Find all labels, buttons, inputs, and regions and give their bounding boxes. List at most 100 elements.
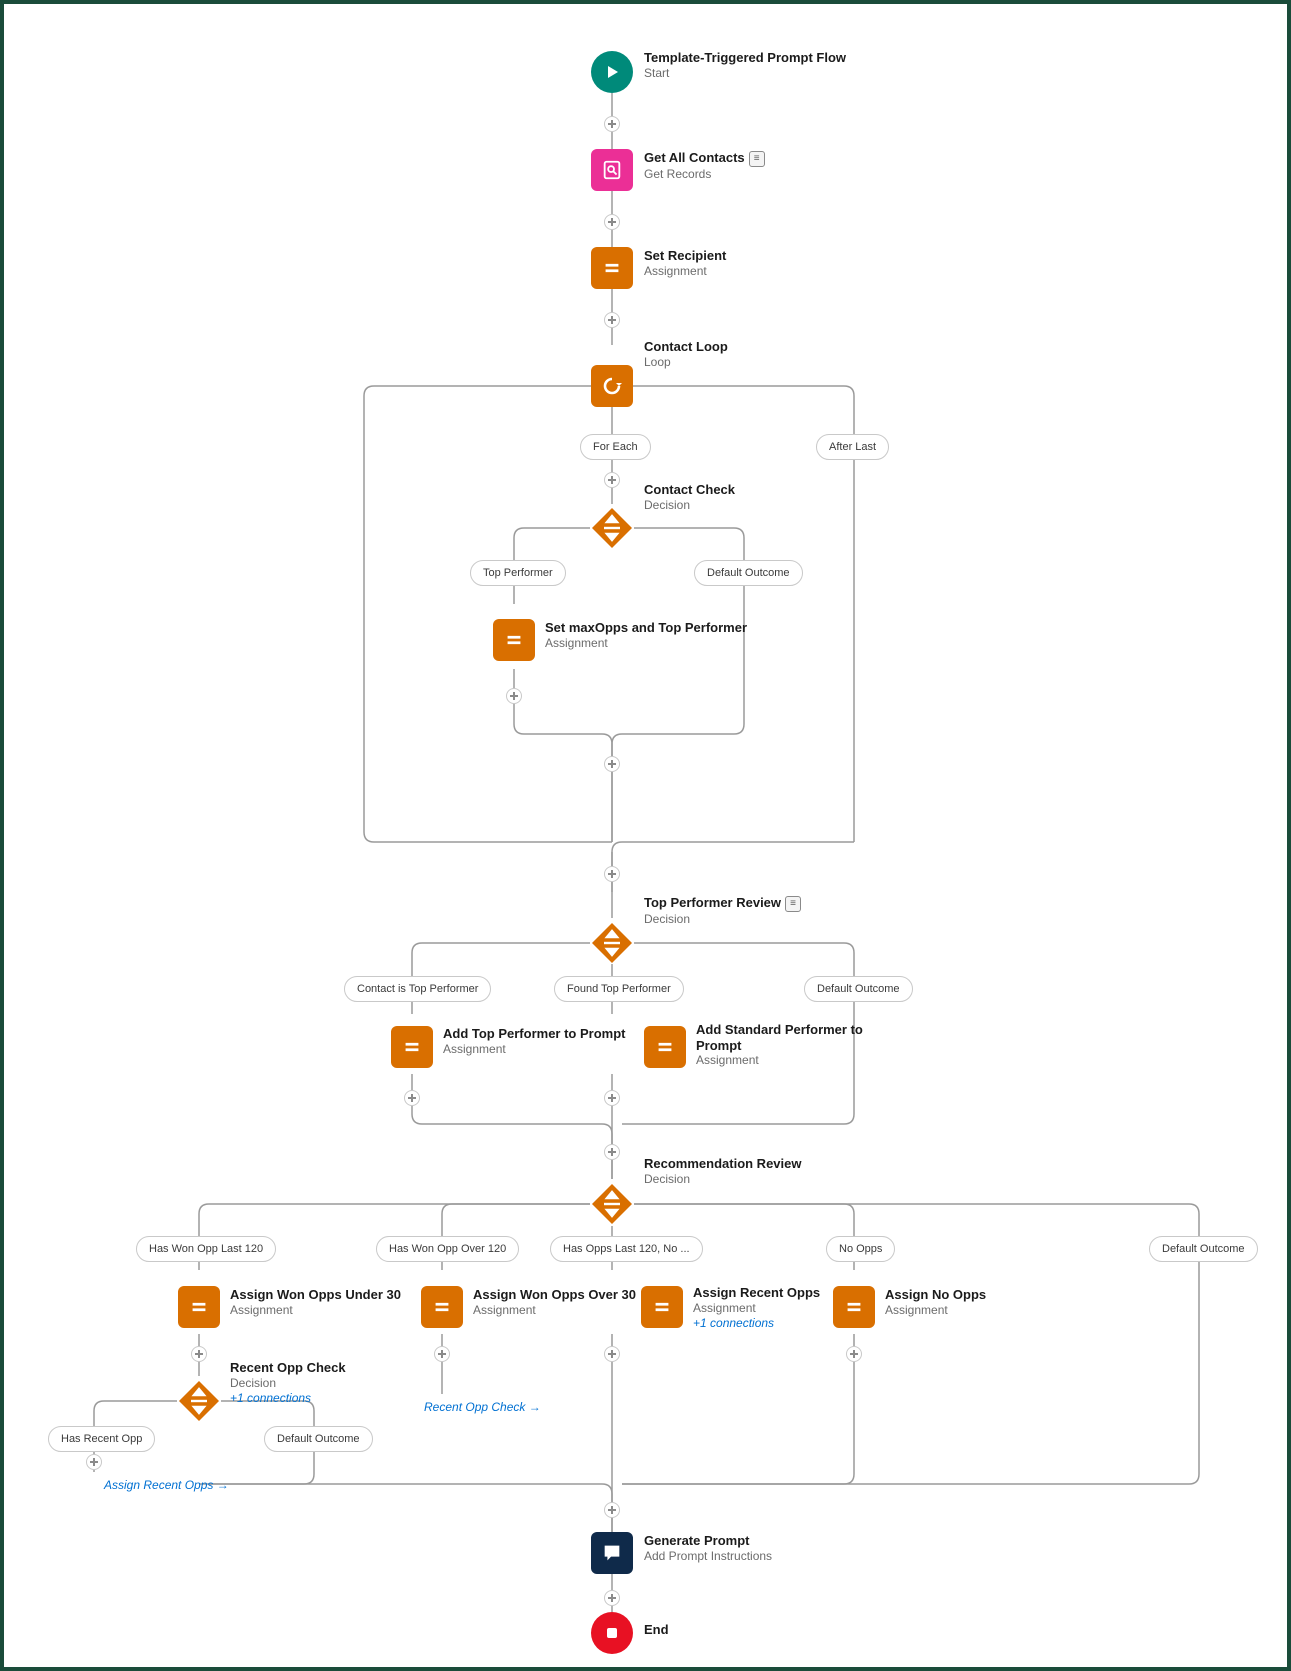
add-top-perf-label: Add Top Performer to Prompt Assignment — [443, 1026, 625, 1057]
add-element-plus[interactable] — [604, 1090, 620, 1106]
assign-no-opps-node[interactable] — [833, 1286, 875, 1328]
won-over-30-label: Assign Won Opps Over 30 Assignment — [473, 1287, 636, 1318]
get-contacts-node[interactable] — [591, 149, 633, 191]
for-each-pill: For Each — [580, 434, 651, 460]
contact-check-node[interactable] — [590, 506, 634, 555]
contact-loop-label: Contact Loop Loop — [644, 339, 728, 370]
add-element-plus[interactable] — [604, 116, 620, 132]
end-label: End — [644, 1622, 669, 1638]
add-element-plus[interactable] — [604, 1590, 620, 1606]
add-element-plus[interactable] — [604, 1502, 620, 1518]
node-title: Set Recipient — [644, 248, 726, 264]
node-title: Generate Prompt — [644, 1533, 772, 1549]
node-subtitle: Assignment — [230, 1303, 401, 1319]
set-maxopps-label: Set maxOpps and Top Performer Assignment — [545, 620, 747, 651]
start-label: Template-Triggered Prompt Flow Start — [644, 50, 846, 81]
no-opps-pill: No Opps — [826, 1236, 895, 1262]
generate-prompt-label: Generate Prompt Add Prompt Instructions — [644, 1533, 772, 1564]
get-contacts-label: Get All Contacts≡ Get Records — [644, 150, 765, 182]
start-node[interactable] — [591, 51, 633, 93]
add-element-plus[interactable] — [604, 312, 620, 328]
node-title: Contact Check — [644, 482, 735, 498]
top-perf-review-label: Top Performer Review≡ Decision — [644, 895, 801, 927]
add-std-perf-node[interactable] — [644, 1026, 686, 1068]
node-title: Assign Won Opps Over 30 — [473, 1287, 636, 1303]
node-subtitle: Assignment — [693, 1301, 820, 1317]
add-top-perf-node[interactable] — [391, 1026, 433, 1068]
collapse-badge-icon[interactable]: ≡ — [749, 151, 765, 167]
add-element-plus[interactable] — [404, 1090, 420, 1106]
node-title: Assign No Opps — [885, 1287, 986, 1303]
add-element-plus[interactable] — [604, 214, 620, 230]
node-subtitle: Assignment — [644, 264, 726, 280]
generate-prompt-node[interactable] — [591, 1532, 633, 1574]
top-perf-review-node[interactable] — [590, 921, 634, 970]
default-outcome-pill: Default Outcome — [804, 976, 913, 1002]
default-outcome-pill: Default Outcome — [264, 1426, 373, 1452]
node-extra: +1 connections — [230, 1391, 346, 1407]
node-subtitle: Assignment — [885, 1303, 986, 1319]
default-outcome-pill: Default Outcome — [1149, 1236, 1258, 1262]
node-title: Add Top Performer to Prompt — [443, 1026, 625, 1042]
node-subtitle: Add Prompt Instructions — [644, 1549, 772, 1565]
node-title: Template-Triggered Prompt Flow — [644, 50, 846, 66]
node-extra: +1 connections — [693, 1316, 820, 1332]
node-title: Get All Contacts≡ — [644, 150, 765, 167]
node-subtitle: Assignment — [473, 1303, 636, 1319]
has-opps-120-pill: Has Opps Last 120, No ... — [550, 1236, 703, 1262]
node-title: Contact Loop — [644, 339, 728, 355]
add-element-plus[interactable] — [191, 1346, 207, 1362]
found-top-pill: Found Top Performer — [554, 976, 684, 1002]
node-subtitle: Assignment — [545, 636, 747, 652]
add-element-plus[interactable] — [86, 1454, 102, 1470]
node-title: Recommendation Review — [644, 1156, 802, 1172]
node-subtitle: Decision — [644, 1172, 802, 1188]
goto-assign-recent-opps[interactable]: Assign Recent Opps → — [104, 1478, 229, 1492]
assign-recent-label: Assign Recent Opps Assignment +1 connect… — [693, 1285, 820, 1332]
node-title: Assign Recent Opps — [693, 1285, 820, 1301]
won-under-30-label: Assign Won Opps Under 30 Assignment — [230, 1287, 401, 1318]
flow-canvas: Template-Triggered Prompt Flow Start Get… — [0, 0, 1291, 1671]
add-element-plus[interactable] — [604, 756, 620, 772]
add-element-plus[interactable] — [604, 866, 620, 882]
node-title: Add Standard Performer to Prompt — [696, 1022, 866, 1053]
node-subtitle: Get Records — [644, 167, 765, 183]
has-won-over-120-pill: Has Won Opp Over 120 — [376, 1236, 519, 1262]
node-title: Recent Opp Check — [230, 1360, 346, 1376]
add-element-plus[interactable] — [604, 1346, 620, 1362]
add-element-plus[interactable] — [846, 1346, 862, 1362]
node-subtitle: Assignment — [696, 1053, 866, 1069]
rec-review-label: Recommendation Review Decision — [644, 1156, 802, 1187]
won-over-30-node[interactable] — [421, 1286, 463, 1328]
goto-recent-opp-check[interactable]: Recent Opp Check → — [424, 1400, 541, 1414]
node-title: Top Performer Review≡ — [644, 895, 801, 912]
node-title: Set maxOpps and Top Performer — [545, 620, 747, 636]
contact-loop-node[interactable] — [591, 365, 633, 407]
add-element-plus[interactable] — [604, 472, 620, 488]
node-subtitle: Decision — [644, 498, 735, 514]
recent-opp-check-node[interactable] — [177, 1379, 221, 1428]
node-subtitle: Decision — [230, 1376, 346, 1392]
default-outcome-pill: Default Outcome — [694, 560, 803, 586]
set-recipient-label: Set Recipient Assignment — [644, 248, 726, 279]
add-std-perf-label: Add Standard Performer to Prompt Assignm… — [696, 1022, 866, 1069]
add-element-plus[interactable] — [506, 688, 522, 704]
add-element-plus[interactable] — [434, 1346, 450, 1362]
set-maxopps-node[interactable] — [493, 619, 535, 661]
node-title: Assign Won Opps Under 30 — [230, 1287, 401, 1303]
has-won-120-pill: Has Won Opp Last 120 — [136, 1236, 276, 1262]
node-subtitle: Decision — [644, 912, 801, 928]
top-performer-pill: Top Performer — [470, 560, 566, 586]
end-node[interactable] — [591, 1612, 633, 1654]
rec-review-node[interactable] — [590, 1182, 634, 1231]
node-subtitle: Start — [644, 66, 846, 82]
set-recipient-node[interactable] — [591, 247, 633, 289]
contact-is-top-pill: Contact is Top Performer — [344, 976, 491, 1002]
recent-opp-check-label: Recent Opp Check Decision +1 connections — [230, 1360, 346, 1407]
has-recent-opp-pill: Has Recent Opp — [48, 1426, 155, 1452]
add-element-plus[interactable] — [604, 1144, 620, 1160]
contact-check-label: Contact Check Decision — [644, 482, 735, 513]
won-under-30-node[interactable] — [178, 1286, 220, 1328]
collapse-badge-icon[interactable]: ≡ — [785, 896, 801, 912]
assign-recent-node[interactable] — [641, 1286, 683, 1328]
